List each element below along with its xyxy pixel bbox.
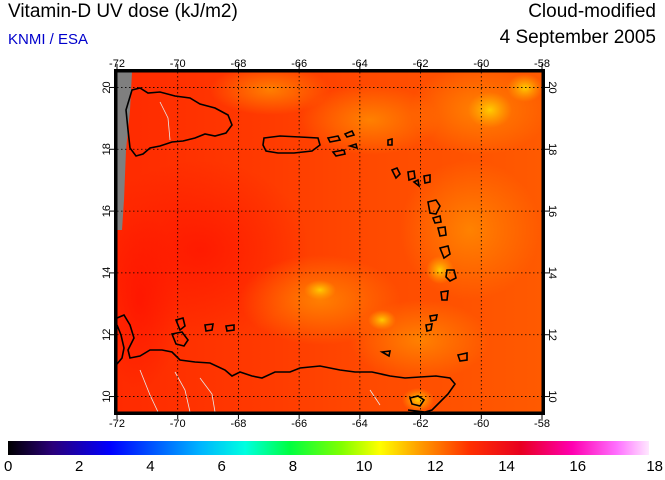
lat-label: 14 (101, 267, 113, 279)
lon-label: -68 (230, 58, 246, 70)
colorbar-tick-label: 16 (569, 458, 587, 475)
product-type-label: Cloud-modified (528, 1, 656, 22)
lon-label: -72 (109, 58, 125, 70)
colorbar-tick-label: 2 (75, 458, 84, 475)
lat-label: 16 (546, 205, 558, 217)
lat-label: 20 (546, 81, 558, 93)
lon-labels-top: -72 -70 -68 -66 -64 -62 -60 -58 (109, 58, 550, 70)
left-axis-bar (114, 69, 117, 415)
lon-label: -64 (352, 418, 368, 430)
lat-labels-left: 20 18 16 14 12 10 (101, 81, 113, 402)
uv-dose-field (117, 72, 542, 412)
graticule (117, 72, 542, 412)
lon-label: -66 (291, 418, 307, 430)
bottom-axis-bar (117, 412, 542, 415)
lon-label: -70 (170, 418, 186, 430)
tick-marks (109, 64, 550, 419)
colorbar-tick-label: 0 (4, 458, 13, 475)
lat-label: 10 (546, 390, 558, 402)
colorbar (8, 441, 649, 455)
lat-label: 20 (101, 81, 113, 93)
lon-label: -70 (170, 58, 186, 70)
lat-label: 12 (546, 329, 558, 341)
lon-label: -66 (291, 58, 307, 70)
country-borders (139, 101, 381, 412)
lon-label: -62 (413, 58, 429, 70)
map-title: Vitamin-D UV dose (kJ/m2) (8, 1, 238, 22)
lon-label: -58 (534, 418, 550, 430)
lon-label: -64 (352, 58, 368, 70)
lat-label: 18 (101, 143, 113, 155)
colorbar-tick-label: 8 (288, 458, 298, 475)
colorbar-tick-label: 18 (646, 458, 663, 475)
lon-label: -72 (109, 418, 125, 430)
lon-label: -60 (473, 418, 489, 430)
lat-label: 16 (101, 205, 113, 217)
date-label: 4 September 2005 (499, 27, 656, 48)
right-axis-bar (542, 69, 545, 415)
lon-label: -58 (534, 58, 550, 70)
top-axis-bar (117, 69, 542, 72)
credit-label: KNMI / ESA (8, 31, 89, 48)
lat-labels-right: 20 18 16 14 12 10 (546, 81, 558, 402)
colorbar-tick-label: 4 (146, 458, 155, 475)
colorbar-tick-label: 10 (355, 458, 373, 475)
colorbar-tick-label: 6 (217, 458, 226, 475)
lat-label: 12 (101, 329, 113, 341)
colorbar-tick-label: 14 (498, 458, 515, 475)
lon-label: -60 (473, 58, 489, 70)
lat-label: 18 (546, 143, 558, 155)
lat-label: 10 (101, 390, 113, 402)
lat-label: 14 (546, 267, 558, 279)
lon-label: -62 (413, 418, 429, 430)
lon-label: -68 (230, 418, 246, 430)
coastlines (117, 87, 468, 412)
lon-labels-bottom: -72 -70 -68 -66 -64 -62 -60 -58 (109, 418, 550, 430)
colorbar-tick-label: 12 (426, 458, 444, 475)
